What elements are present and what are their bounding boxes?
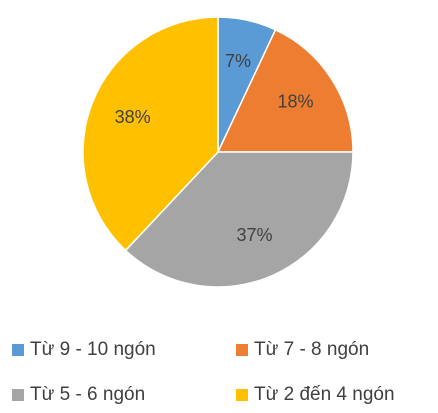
data-label: 7% (225, 51, 251, 71)
legend-label: Từ 9 - 10 ngón (30, 339, 156, 360)
legend-swatch (236, 344, 248, 356)
data-label: 18% (277, 92, 313, 112)
pie-slice (216, 28, 354, 153)
pie-slice (124, 151, 354, 288)
legend-swatch (12, 344, 24, 356)
data-label: 38% (115, 107, 151, 127)
legend-label: Từ 7 - 8 ngón (254, 339, 369, 360)
legend-label: Từ 2 đến 4 ngón (254, 384, 395, 405)
legend-swatch (12, 389, 24, 401)
legend-label: Từ 5 - 6 ngón (30, 384, 145, 405)
pie-slice (82, 16, 219, 252)
legend-swatch (236, 389, 248, 401)
data-label: 37% (236, 225, 272, 245)
